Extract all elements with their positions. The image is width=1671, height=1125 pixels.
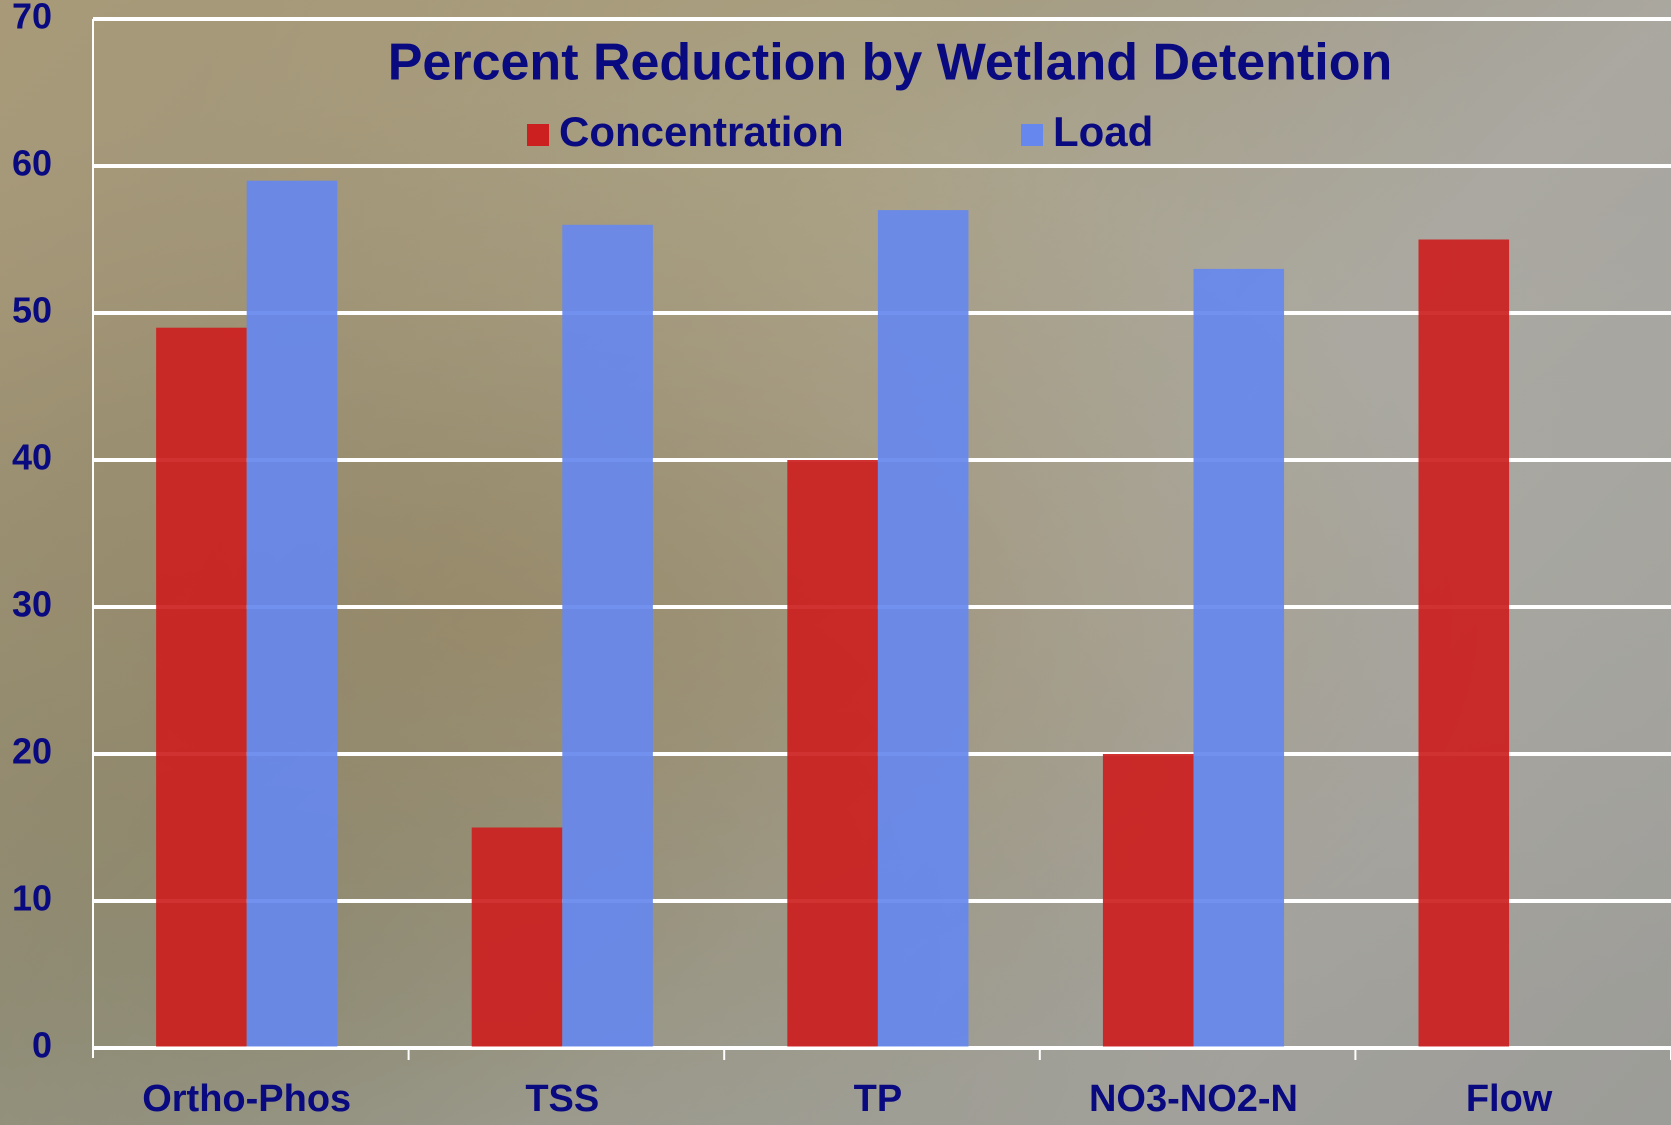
bar <box>1102 754 1194 1048</box>
x-tick-label: Ortho-Phos <box>142 1078 351 1120</box>
x-tick-label: TSS <box>525 1078 599 1120</box>
bar <box>156 327 247 1048</box>
x-tick-label: NO3-NO2-N <box>1089 1078 1298 1120</box>
legend-swatch <box>1021 124 1043 146</box>
y-tick-label: 10 <box>12 878 52 919</box>
bar <box>471 827 563 1048</box>
y-tick-label: 30 <box>12 584 52 625</box>
y-tick-label: 0 <box>32 1025 52 1066</box>
x-tick-label: Flow <box>1466 1078 1553 1120</box>
bar <box>787 460 878 1048</box>
legend-label: Load <box>1053 108 1153 155</box>
y-tick-label: 50 <box>12 290 52 331</box>
chart-title: Percent Reduction by Wetland Detention <box>388 34 1392 92</box>
y-tick-label: 20 <box>12 731 52 772</box>
y-tick-label: 70 <box>12 0 52 37</box>
x-tick-label: TP <box>854 1078 903 1120</box>
y-tick-label: 60 <box>12 143 52 184</box>
bar <box>877 210 969 1049</box>
bar <box>562 224 653 1049</box>
legend-label: Concentration <box>559 108 844 155</box>
legend-swatch <box>527 124 549 146</box>
bar <box>246 180 338 1048</box>
y-tick-label: 40 <box>12 437 52 478</box>
bar <box>1418 239 1510 1048</box>
bar <box>1193 268 1285 1048</box>
